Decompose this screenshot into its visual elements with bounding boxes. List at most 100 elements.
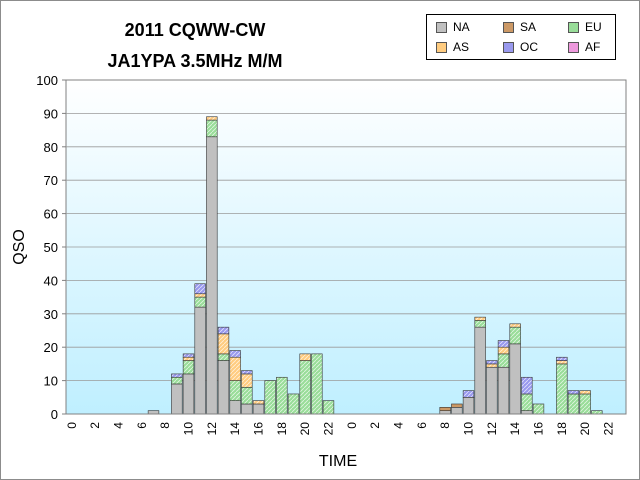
legend-swatch-eu (568, 22, 579, 33)
legend-label-as: AS (453, 40, 470, 54)
x-tick-label: 20 (578, 422, 592, 436)
x-tick-label: 18 (555, 422, 569, 436)
x-tick-label: 4 (392, 422, 406, 429)
bar-segment-eu (194, 296, 206, 308)
bar-segment-oc (217, 326, 230, 335)
x-tick-label: 10 (462, 422, 476, 436)
y-axis: 0 10 20 30 40 50 60 70 80 90 100 (36, 73, 66, 422)
bars (147, 116, 603, 415)
x-tick-label: 22 (602, 422, 616, 436)
x-tick-label: 0 (345, 422, 359, 429)
x-tick-label: 12 (485, 422, 499, 436)
bar-segment-eu (171, 376, 183, 385)
bar-segment-as (252, 400, 265, 405)
bar-segment-na (252, 403, 265, 415)
x-tick-label: 2 (368, 422, 382, 429)
x-tick-label: 6 (135, 422, 149, 429)
bar-segment-na (147, 410, 160, 415)
bar-segment-na (521, 410, 533, 415)
bar-segment-na (217, 360, 230, 415)
x-tick-label: 10 (182, 422, 196, 436)
y-tick-label: 40 (44, 273, 58, 288)
legend: NA SA EU AS OC AF (426, 14, 616, 60)
legend-swatch-na (436, 22, 447, 33)
bar-segment-as (497, 346, 510, 355)
bar-segment-eu (206, 119, 218, 138)
bar-segment-na (194, 306, 206, 415)
bar-segment-eu (311, 353, 323, 415)
bar-segment-eu (241, 386, 253, 405)
legend-label-oc: OC (520, 40, 538, 54)
bar-segment-eu (182, 360, 195, 375)
bar-segment-oc (486, 360, 498, 365)
bar-segment-oc (182, 353, 195, 358)
bar-segment-sa (439, 407, 451, 411)
bar-segment-eu (276, 376, 288, 415)
bar-segment-eu (299, 360, 311, 415)
y-tick-label: 100 (36, 73, 58, 88)
y-tick-label: 50 (44, 240, 58, 255)
x-tick-label: 18 (275, 422, 289, 436)
bar-segment-as (206, 116, 218, 121)
bar-segment-na (509, 343, 521, 415)
bar-segment-as (509, 323, 521, 328)
bar-segment-oc (171, 373, 183, 378)
bar-segment-eu (287, 393, 300, 415)
legend-swatch-oc (503, 42, 514, 53)
bar-segment-na (182, 373, 195, 415)
y-tick-label: 0 (51, 407, 58, 422)
bar-segment-as (579, 390, 591, 395)
x-tick-label: 14 (228, 422, 242, 436)
y-tick-label: 10 (44, 374, 58, 389)
bar-segment-as (486, 363, 498, 368)
legend-label-eu: EU (585, 20, 602, 34)
bar-segment-eu (521, 393, 533, 411)
bar-segment-as (217, 333, 230, 355)
bar-segment-eu (567, 393, 580, 415)
bar-segment-eu (474, 320, 486, 328)
x-tick-label: 14 (508, 422, 522, 436)
bar-segment-sa (451, 403, 463, 408)
x-tick-label: 0 (65, 422, 79, 429)
bar-segment-na (206, 136, 218, 415)
y-tick-label: 30 (44, 307, 58, 322)
chart-title: 2011 CQWW-CW (124, 20, 266, 40)
y-tick-label: 20 (44, 340, 58, 355)
bar-segment-as (474, 316, 486, 321)
bar-segment-na (229, 400, 241, 415)
bar-segment-na (241, 403, 253, 415)
bar-segment-oc (241, 370, 253, 375)
bar-segment-as (241, 373, 253, 388)
x-tick-label: 16 (532, 422, 546, 436)
chart-subtitle: JA1YPA 3.5MHz M/M (107, 51, 283, 71)
x-tick-label: 8 (438, 422, 452, 429)
bar-segment-na (486, 366, 498, 415)
bar-segment-oc (229, 350, 241, 358)
bar-segment-eu (579, 393, 591, 415)
x-tick-label: 8 (158, 422, 172, 429)
legend-label-sa: SA (520, 20, 537, 34)
legend-swatch-sa (503, 22, 514, 33)
x-tick-label: 16 (252, 422, 266, 436)
x-tick-label: 22 (322, 422, 336, 436)
x-axis-label: TIME (319, 453, 357, 470)
bar-segment-na (497, 366, 510, 415)
bar-segment-as (229, 356, 241, 381)
bar-segment-oc (567, 390, 580, 395)
bar-segment-oc (556, 356, 568, 361)
bar-segment-na (439, 410, 451, 415)
bar-segment-eu (509, 326, 521, 345)
bar-segment-as (182, 356, 195, 361)
y-axis-label: QSO (11, 229, 28, 265)
x-tick-label: 20 (298, 422, 312, 436)
bar-segment-na (474, 326, 486, 415)
bar-segment-as (299, 353, 311, 361)
bar-segment-eu (322, 400, 335, 415)
bar-segment-eu (532, 403, 545, 415)
bar-segment-eu (217, 353, 230, 361)
x-tick-label: 2 (88, 422, 102, 429)
legend-swatch-af (568, 42, 579, 53)
bar-segment-na (462, 396, 475, 415)
gridlines (66, 113, 626, 382)
